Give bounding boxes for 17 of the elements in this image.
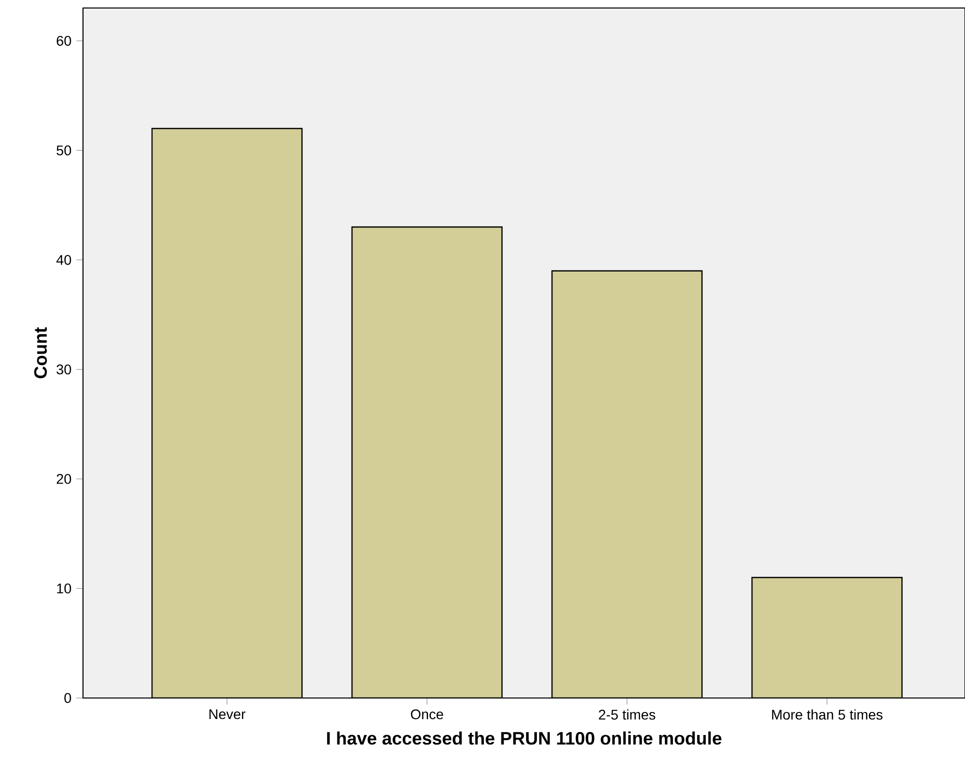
- y-tick-label: 10: [57, 584, 72, 594]
- y-tick-label: 30: [56, 364, 72, 374]
- y-axis-title: Count: [34, 327, 47, 378]
- bar: [351, 226, 503, 698]
- y-tick-label: 0: [64, 693, 72, 703]
- y-tick-label: 50: [56, 145, 72, 156]
- x-axis-title: I have accessed the PRUN 1100 online module: [327, 731, 722, 745]
- bar: [152, 128, 302, 698]
- x-tick-label: More than 5 times: [772, 709, 882, 720]
- y-tick-label: 20: [56, 474, 72, 484]
- bar: [551, 270, 703, 698]
- x-tick-label: 2-5 times: [598, 709, 656, 720]
- x-tick-label: Once: [410, 709, 444, 720]
- bar: [751, 576, 903, 698]
- x-tick-label: Never: [209, 709, 246, 720]
- y-tick-label: 60: [56, 36, 72, 46]
- y-tick-label: 40: [56, 254, 72, 265]
